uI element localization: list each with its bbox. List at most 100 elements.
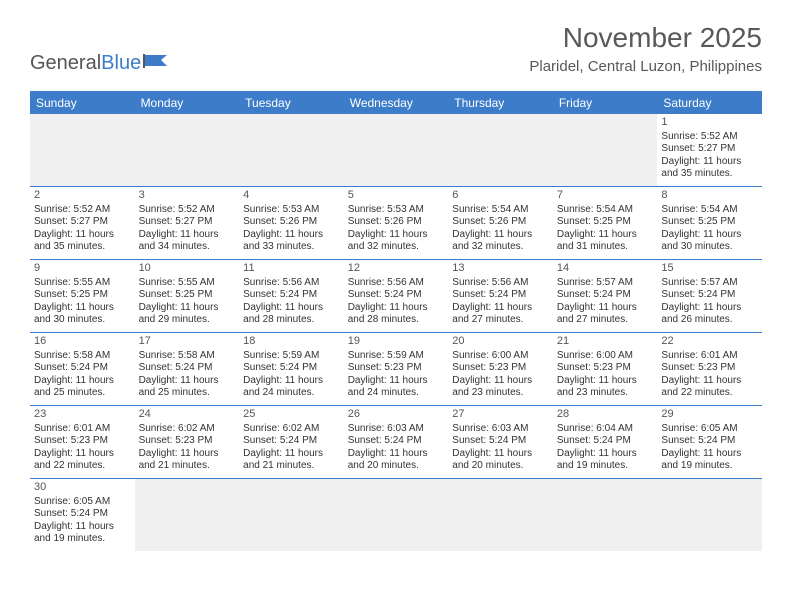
day-number: 16 xyxy=(34,335,131,349)
day-detail-line: Sunrise: 6:02 AM xyxy=(243,423,340,436)
day-cell: 16Sunrise: 5:58 AMSunset: 5:24 PMDayligh… xyxy=(30,333,135,405)
day-detail-line: Daylight: 11 hours xyxy=(243,229,340,242)
day-number: 7 xyxy=(557,189,654,203)
day-detail-line: and 32 minutes. xyxy=(452,241,549,254)
day-cell: 13Sunrise: 5:56 AMSunset: 5:24 PMDayligh… xyxy=(448,260,553,332)
day-cell: 27Sunrise: 6:03 AMSunset: 5:24 PMDayligh… xyxy=(448,406,553,478)
day-detail-line: Sunrise: 6:05 AM xyxy=(34,496,131,509)
day-detail-line: Sunrise: 6:04 AM xyxy=(557,423,654,436)
day-detail-line: and 28 minutes. xyxy=(348,314,445,327)
day-number: 21 xyxy=(557,335,654,349)
day-detail-line: and 22 minutes. xyxy=(34,460,131,473)
day-detail-line: and 33 minutes. xyxy=(243,241,340,254)
day-cell: 30Sunrise: 6:05 AMSunset: 5:24 PMDayligh… xyxy=(30,479,135,551)
day-number: 3 xyxy=(139,189,236,203)
day-detail-line: Daylight: 11 hours xyxy=(243,302,340,315)
day-detail-line: Daylight: 11 hours xyxy=(452,229,549,242)
day-cell: 7Sunrise: 5:54 AMSunset: 5:25 PMDaylight… xyxy=(553,187,658,259)
brand-name-b: Blue xyxy=(101,52,141,74)
day-number: 22 xyxy=(661,335,758,349)
day-cell xyxy=(344,479,449,551)
day-detail-line: Sunset: 5:24 PM xyxy=(557,289,654,302)
day-detail-line: and 35 minutes. xyxy=(661,168,758,181)
day-number: 29 xyxy=(661,408,758,422)
day-cell: 23Sunrise: 6:01 AMSunset: 5:23 PMDayligh… xyxy=(30,406,135,478)
day-cell xyxy=(344,114,449,186)
day-detail-line: Sunset: 5:24 PM xyxy=(557,435,654,448)
title-block: November 2025 Plaridel, Central Luzon, P… xyxy=(529,22,762,75)
dow-cell: Sunday xyxy=(30,92,135,114)
day-detail-line: Sunset: 5:24 PM xyxy=(34,362,131,375)
day-detail-line: Sunrise: 6:02 AM xyxy=(139,423,236,436)
flag-icon xyxy=(143,53,169,74)
day-detail-line: Sunset: 5:25 PM xyxy=(557,216,654,229)
dow-cell: Saturday xyxy=(657,92,762,114)
day-number: 20 xyxy=(452,335,549,349)
day-detail-line: Sunrise: 5:59 AM xyxy=(348,350,445,363)
day-number: 12 xyxy=(348,262,445,276)
day-detail-line: Sunrise: 5:55 AM xyxy=(34,277,131,290)
day-detail-line: and 32 minutes. xyxy=(348,241,445,254)
day-cell: 10Sunrise: 5:55 AMSunset: 5:25 PMDayligh… xyxy=(135,260,240,332)
day-detail-line: and 30 minutes. xyxy=(661,241,758,254)
day-detail-line: Daylight: 11 hours xyxy=(348,229,445,242)
day-detail-line: Daylight: 11 hours xyxy=(557,229,654,242)
day-cell: 12Sunrise: 5:56 AMSunset: 5:24 PMDayligh… xyxy=(344,260,449,332)
day-cell xyxy=(135,479,240,551)
week-row: 2Sunrise: 5:52 AMSunset: 5:27 PMDaylight… xyxy=(30,187,762,260)
day-number: 23 xyxy=(34,408,131,422)
day-detail-line: and 20 minutes. xyxy=(348,460,445,473)
day-detail-line: and 19 minutes. xyxy=(661,460,758,473)
day-detail-line: Sunset: 5:23 PM xyxy=(557,362,654,375)
day-number: 28 xyxy=(557,408,654,422)
day-number: 13 xyxy=(452,262,549,276)
day-detail-line: Sunrise: 5:58 AM xyxy=(34,350,131,363)
week-row: 9Sunrise: 5:55 AMSunset: 5:25 PMDaylight… xyxy=(30,260,762,333)
day-detail-line: Sunrise: 5:57 AM xyxy=(557,277,654,290)
day-cell: 28Sunrise: 6:04 AMSunset: 5:24 PMDayligh… xyxy=(553,406,658,478)
day-detail-line: Daylight: 11 hours xyxy=(557,448,654,461)
day-detail-line: Sunrise: 5:56 AM xyxy=(452,277,549,290)
day-number: 9 xyxy=(34,262,131,276)
day-detail-line: Sunset: 5:24 PM xyxy=(243,289,340,302)
day-detail-line: Sunset: 5:26 PM xyxy=(452,216,549,229)
day-cell xyxy=(553,114,658,186)
day-detail-line: Sunrise: 5:53 AM xyxy=(348,204,445,217)
week-row: 23Sunrise: 6:01 AMSunset: 5:23 PMDayligh… xyxy=(30,406,762,479)
day-detail-line: Daylight: 11 hours xyxy=(34,521,131,534)
day-detail-line: Sunrise: 5:56 AM xyxy=(243,277,340,290)
day-number: 2 xyxy=(34,189,131,203)
day-detail-line: and 35 minutes. xyxy=(34,241,131,254)
day-detail-line: Sunset: 5:24 PM xyxy=(661,289,758,302)
day-number: 10 xyxy=(139,262,236,276)
day-cell xyxy=(657,479,762,551)
day-cell: 17Sunrise: 5:58 AMSunset: 5:24 PMDayligh… xyxy=(135,333,240,405)
day-number: 15 xyxy=(661,262,758,276)
day-cell: 21Sunrise: 6:00 AMSunset: 5:23 PMDayligh… xyxy=(553,333,658,405)
day-detail-line: Sunrise: 5:54 AM xyxy=(661,204,758,217)
day-detail-line: Sunrise: 6:05 AM xyxy=(661,423,758,436)
day-detail-line: Daylight: 11 hours xyxy=(557,302,654,315)
day-detail-line: and 22 minutes. xyxy=(661,387,758,400)
day-detail-line: and 23 minutes. xyxy=(557,387,654,400)
day-detail-line: Sunset: 5:23 PM xyxy=(452,362,549,375)
calendar: Sunday Monday Tuesday Wednesday Thursday… xyxy=(30,91,762,551)
day-detail-line: and 27 minutes. xyxy=(452,314,549,327)
day-detail-line: Sunrise: 5:54 AM xyxy=(557,204,654,217)
day-number: 8 xyxy=(661,189,758,203)
day-number: 30 xyxy=(34,481,131,495)
day-detail-line: and 24 minutes. xyxy=(243,387,340,400)
day-detail-line: Daylight: 11 hours xyxy=(661,229,758,242)
brand-name: GeneralBlue xyxy=(30,52,141,75)
day-detail-line: Sunset: 5:24 PM xyxy=(661,435,758,448)
day-detail-line: Daylight: 11 hours xyxy=(34,375,131,388)
day-detail-line: Sunrise: 5:53 AM xyxy=(243,204,340,217)
day-number: 14 xyxy=(557,262,654,276)
day-detail-line: Sunrise: 6:03 AM xyxy=(348,423,445,436)
day-detail-line: Sunset: 5:24 PM xyxy=(452,435,549,448)
day-detail-line: Daylight: 11 hours xyxy=(452,375,549,388)
day-cell: 15Sunrise: 5:57 AMSunset: 5:24 PMDayligh… xyxy=(657,260,762,332)
day-detail-line: Sunrise: 6:01 AM xyxy=(661,350,758,363)
day-detail-line: and 30 minutes. xyxy=(34,314,131,327)
day-detail-line: Sunrise: 5:52 AM xyxy=(139,204,236,217)
